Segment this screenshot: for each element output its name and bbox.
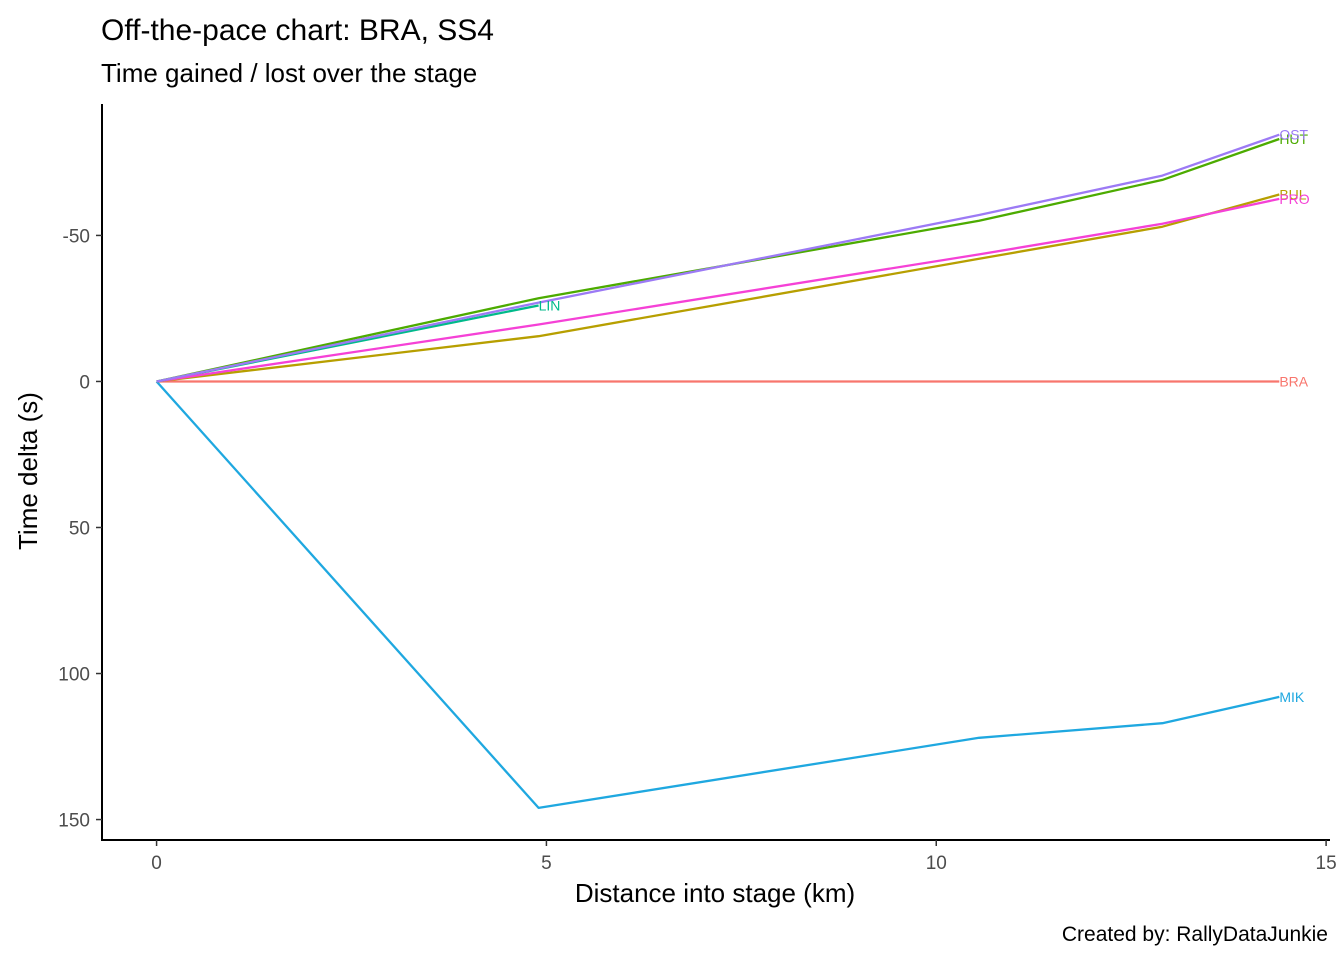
series-line-mik xyxy=(155,380,1280,810)
series-line-bul xyxy=(156,193,1280,383)
series-label-ost: OST xyxy=(1279,127,1308,143)
y-tick-label: -50 xyxy=(63,226,90,247)
x-tick-label: 0 xyxy=(151,853,162,874)
x-axis-ticks: 0 5 10 15 xyxy=(151,840,1337,874)
series-line-pro xyxy=(156,197,1280,383)
x-tick-label: 15 xyxy=(1316,853,1337,874)
chart-title: Off-the-pace chart: BRA, SS4 xyxy=(101,14,494,47)
series-label-hut: HUT xyxy=(1279,131,1308,147)
series-line-hut xyxy=(156,137,1280,383)
chart-subtitle: Time gained / lost over the stage xyxy=(101,58,477,88)
y-tick-label: 100 xyxy=(58,665,90,686)
series-label-bra: BRA xyxy=(1279,373,1308,389)
series-label-bul: BUL xyxy=(1279,187,1306,203)
series-label-mik: MIK xyxy=(1279,689,1305,705)
series-label-pro: PRO xyxy=(1279,191,1309,207)
y-axis-ticks: -50 0 50 100 150 xyxy=(58,226,102,832)
chart-caption: Created by: RallyDataJunkie xyxy=(1062,923,1328,946)
y-axis-title: Time delta (s) xyxy=(13,392,43,550)
series-line-ost xyxy=(156,133,1280,383)
series-label-lin: LIN xyxy=(539,298,561,314)
y-tick-label: 0 xyxy=(79,372,90,393)
y-tick-label: 50 xyxy=(69,518,90,539)
y-tick-label: 150 xyxy=(58,811,90,832)
x-tick-label: 5 xyxy=(541,853,552,874)
x-axis-title: Distance into stage (km) xyxy=(575,878,855,908)
series-layer xyxy=(155,133,1280,810)
x-tick-label: 10 xyxy=(926,853,947,874)
